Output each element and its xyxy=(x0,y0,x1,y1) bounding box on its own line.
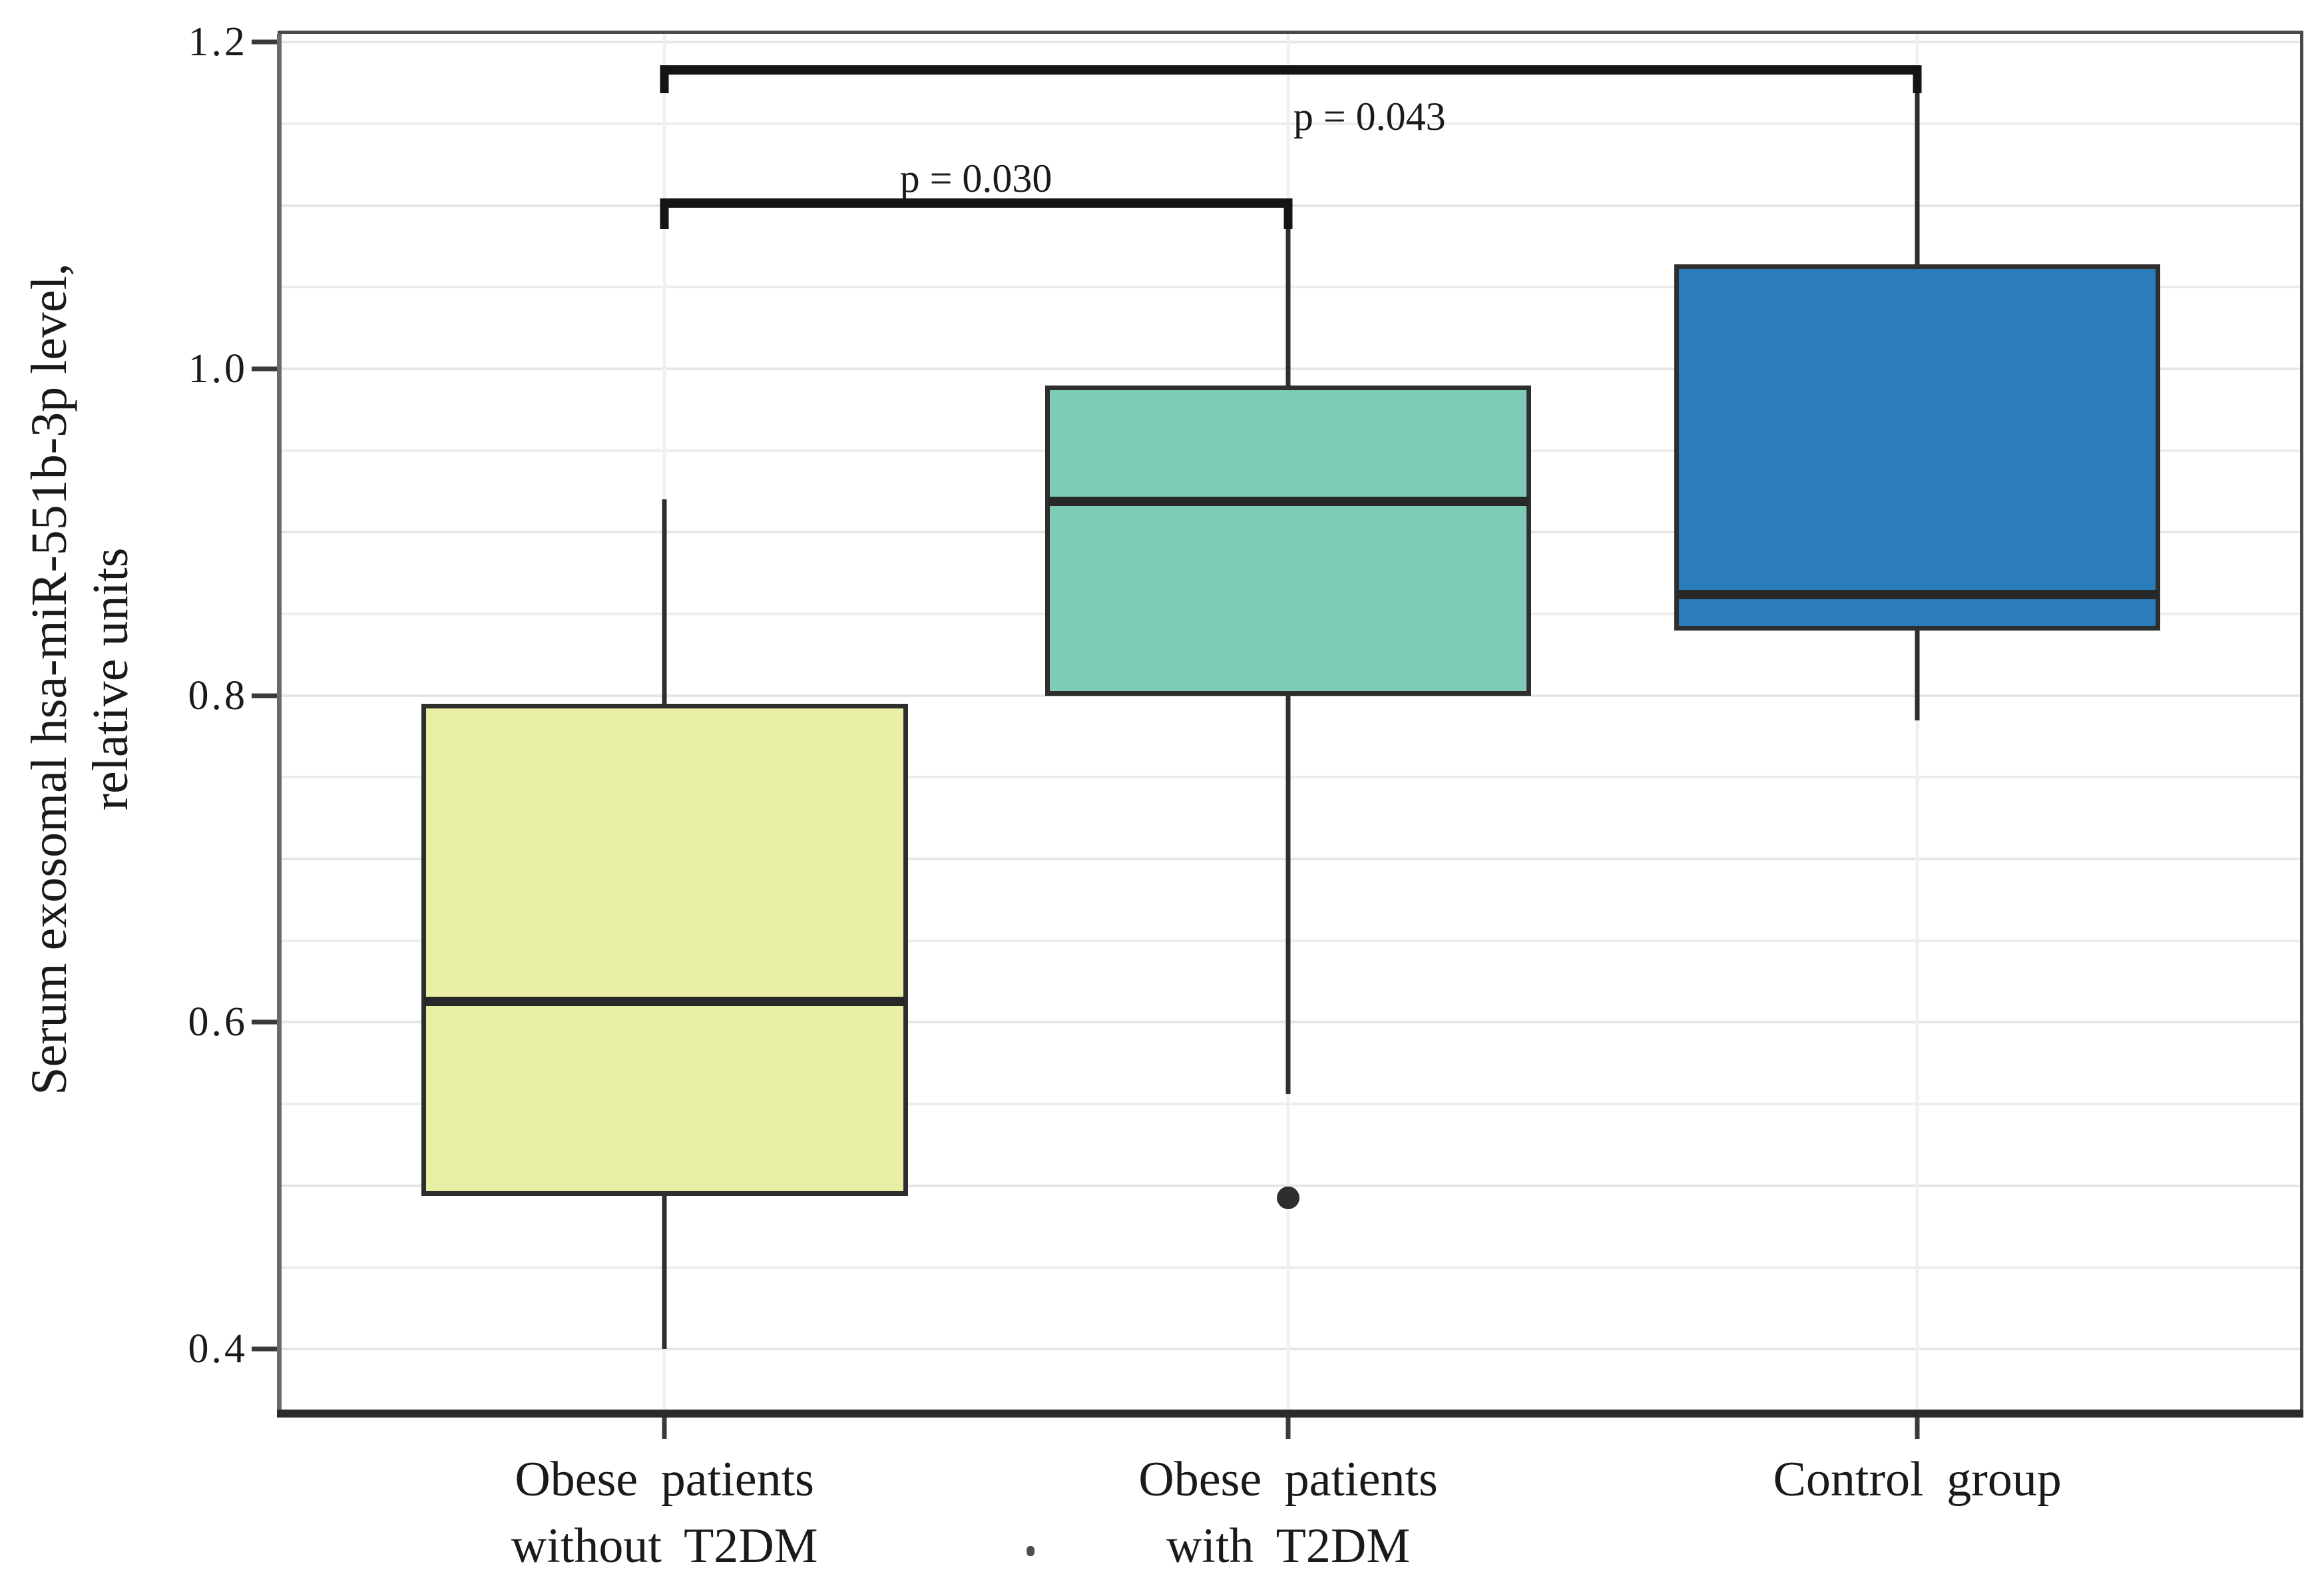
x-category-label-2: Obese patients with T2DM xyxy=(1138,1446,1438,1579)
x-category-label-line: without T2DM xyxy=(511,1519,818,1573)
p-value-label-1: p = 0.030 xyxy=(899,156,1052,200)
y-tick-0.8 xyxy=(252,693,277,698)
y-tick-0.6 xyxy=(252,1019,277,1025)
y-tick-label-0.6: 0.6 xyxy=(188,999,248,1045)
y-tick-label-1.2: 1.2 xyxy=(188,19,248,65)
box-3-iqr xyxy=(1674,264,2161,631)
x-category-label-line: Control group xyxy=(1773,1452,2062,1507)
gridline-y-0.40 xyxy=(282,1348,2300,1351)
box-3-median xyxy=(1676,589,2158,599)
y-tick-label-0.8: 0.8 xyxy=(188,672,248,718)
panel-border-left xyxy=(277,34,282,1410)
box-2-median xyxy=(1047,496,1529,506)
gridline-y-0.80 xyxy=(282,694,2300,697)
panel-axis-bottom xyxy=(277,1410,2303,1418)
x-tick-cat-3 xyxy=(1915,1418,1920,1439)
gridline-y-1.00 xyxy=(282,368,2300,370)
gridline-y-1.05 xyxy=(282,286,2300,289)
x-category-label-line: with T2DM xyxy=(1166,1519,1411,1573)
box-1-iqr xyxy=(421,704,908,1196)
box-2-lower-whisker xyxy=(1285,695,1291,1095)
panel-border-top xyxy=(278,31,2303,34)
x-category-label-1: Obese patients without T2DM xyxy=(511,1446,818,1579)
box-2-iqr xyxy=(1045,385,1532,696)
box-1-upper-whisker xyxy=(662,499,667,704)
panel-border-right xyxy=(2300,34,2303,1410)
gridline-y-0.70 xyxy=(282,858,2300,861)
box-3-upper-whisker xyxy=(1915,83,1920,264)
gridline-x-cat-3 xyxy=(1915,34,1919,1410)
bracket-1-right-tick xyxy=(1283,198,1293,229)
x-tick-cat-2 xyxy=(1285,1418,1291,1439)
gridline-y-0.55 xyxy=(282,1103,2300,1106)
x-tick-cat-1 xyxy=(662,1418,667,1439)
y-tick-0.4 xyxy=(252,1346,277,1352)
gridline-y-0.45 xyxy=(282,1266,2300,1269)
bracket-2-right-tick xyxy=(1913,65,1922,93)
box-2-outlier-1 xyxy=(1277,1187,1300,1210)
significance-bracket-2 xyxy=(664,65,1918,75)
x-category-label-line: Obese patients xyxy=(515,1452,814,1507)
gridline-y-1.20 xyxy=(282,41,2300,44)
gridline-y-0.75 xyxy=(282,776,2300,779)
x-category-label-line: Obese patients xyxy=(1138,1452,1438,1507)
bracket-1-left-tick xyxy=(660,198,669,229)
stray-dot-artifact xyxy=(1027,1546,1035,1556)
box-1-median xyxy=(423,996,905,1006)
gridline-y-1.15 xyxy=(282,122,2300,125)
y-tick-1.2 xyxy=(252,39,277,45)
significance-bracket-1 xyxy=(664,198,1289,208)
plot-panel: p = 0.030 p = 0.043 xyxy=(277,31,2303,1418)
gridline-y-0.60 xyxy=(282,1021,2300,1024)
p-value-label-2: p = 0.043 xyxy=(1293,94,1446,138)
box-1-lower-whisker xyxy=(662,1195,667,1350)
box-3-lower-whisker xyxy=(1915,630,1920,720)
x-category-label-3: Control group xyxy=(1773,1446,2061,1513)
bracket-2-left-tick xyxy=(660,65,669,93)
gridline-y-0.65 xyxy=(282,939,2300,942)
y-tick-1.0 xyxy=(252,366,277,372)
y-tick-label-1.0: 1.0 xyxy=(188,346,248,392)
y-tick-label-0.4: 0.4 xyxy=(188,1326,248,1372)
box-2-upper-whisker xyxy=(1285,222,1291,386)
gridline-y-0.50 xyxy=(282,1184,2300,1187)
